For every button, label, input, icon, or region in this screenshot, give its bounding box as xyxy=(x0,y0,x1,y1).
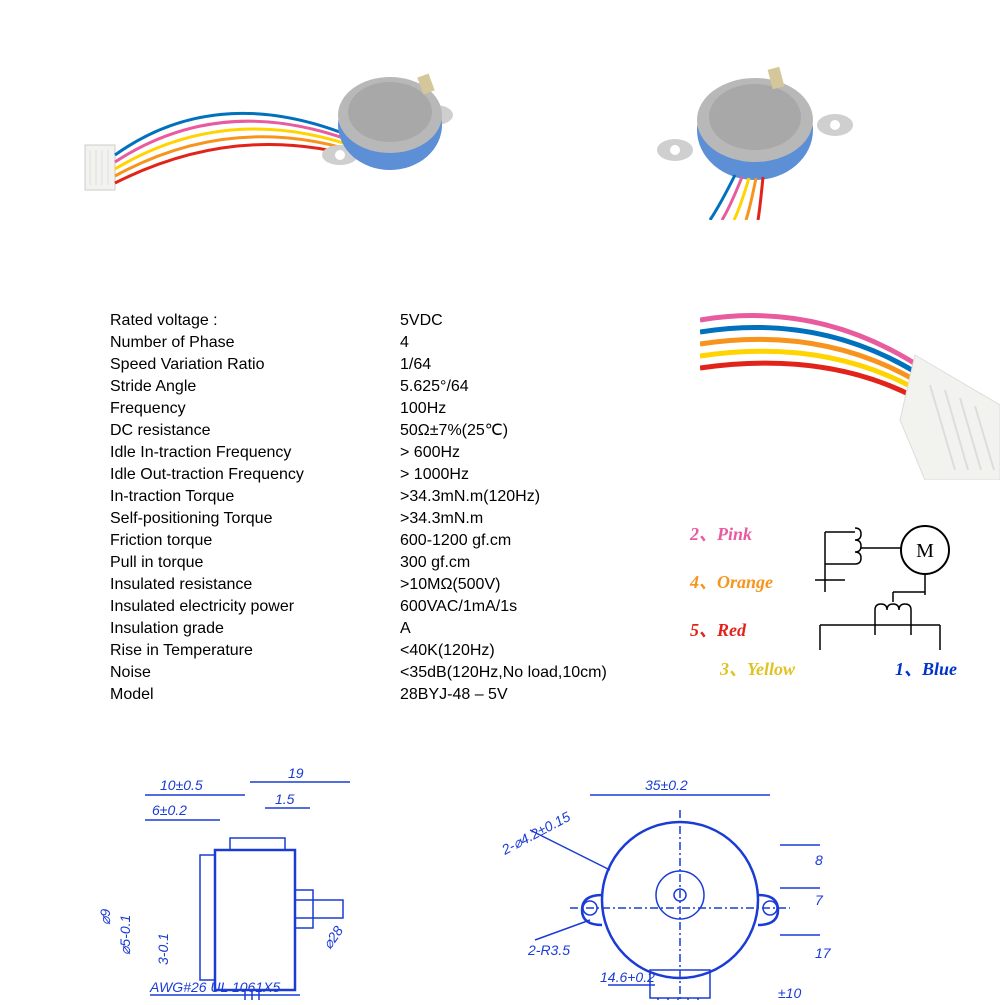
svg-text:2-⌀4.2±0.15: 2-⌀4.2±0.15 xyxy=(498,808,573,858)
spec-label: Friction torque xyxy=(110,530,400,552)
spec-value: >34.3mN.m(120Hz) xyxy=(400,486,670,508)
spec-value: >10MΩ(500V) xyxy=(400,574,670,596)
wiring-diagram: M 2、Pink4、Orange5、Red3、Yellow1、Blue xyxy=(700,520,980,700)
spec-label: Speed Variation Ratio xyxy=(110,354,400,376)
spec-row: Noise<35dB(120Hz,No load,10cm) xyxy=(110,662,670,684)
spec-value: <40K(120Hz) xyxy=(400,640,670,662)
spec-row: Pull in torque300 gf.cm xyxy=(110,552,670,574)
spec-label: Model xyxy=(110,684,400,706)
spec-value: 28BYJ-48 – 5V xyxy=(400,684,670,706)
motor-photo-right xyxy=(560,20,940,220)
spec-label: Insulated resistance xyxy=(110,574,400,596)
svg-text:17: 17 xyxy=(815,945,832,961)
spec-label: Rated voltage : xyxy=(110,310,400,332)
spec-row: Model28BYJ-48 – 5V xyxy=(110,684,670,706)
spec-value: 5.625°/64 xyxy=(400,376,670,398)
wiring-pin-label: 5、Red xyxy=(690,616,746,642)
spec-row: Rated voltage :5VDC xyxy=(110,310,670,332)
spec-value: 600-1200 gf.cm xyxy=(400,530,670,552)
spec-row: Insulated electricity power600VAC/1mA/1s xyxy=(110,596,670,618)
engineering-drawing: 10±0.5 6±0.2 19 1.5 ⌀9 ⌀5-0.1 3-0.1 ⌀28 … xyxy=(50,760,950,1000)
svg-text:6±0.2: 6±0.2 xyxy=(152,802,187,818)
connector-photo xyxy=(700,290,1000,480)
svg-text:10±0.5: 10±0.5 xyxy=(160,777,203,793)
svg-text:7: 7 xyxy=(815,892,824,908)
svg-text:3-0.1: 3-0.1 xyxy=(155,933,171,965)
spec-row: Speed Variation Ratio1/64 xyxy=(110,354,670,376)
svg-text:⌀28: ⌀28 xyxy=(319,923,346,952)
spec-row: Idle Out-traction Frequency> 1000Hz xyxy=(110,464,670,486)
svg-text:⌀5-0.1: ⌀5-0.1 xyxy=(117,915,133,955)
spec-label: Pull in torque xyxy=(110,552,400,574)
spec-label: Number of Phase xyxy=(110,332,400,354)
motor-svg-left xyxy=(80,20,480,220)
spec-value: 100Hz xyxy=(400,398,670,420)
spec-value: 300 gf.cm xyxy=(400,552,670,574)
spec-row: Stride Angle5.625°/64 xyxy=(110,376,670,398)
spec-value: > 600Hz xyxy=(400,442,670,464)
spec-row: Rise in Temperature<40K(120Hz) xyxy=(110,640,670,662)
spec-label: In-traction Torque xyxy=(110,486,400,508)
spec-row: Friction torque600-1200 gf.cm xyxy=(110,530,670,552)
wiring-pin-label: 4、Orange xyxy=(690,568,773,594)
spec-value: 600VAC/1mA/1s xyxy=(400,596,670,618)
spec-label: Self-positioning Torque xyxy=(110,508,400,530)
spec-row: Idle In-traction Frequency> 600Hz xyxy=(110,442,670,464)
svg-text:35±0.2: 35±0.2 xyxy=(645,777,688,793)
spec-label: Frequency xyxy=(110,398,400,420)
svg-text:1.5: 1.5 xyxy=(275,791,295,807)
spec-value: A xyxy=(400,618,670,640)
spec-value: >34.3mN.m xyxy=(400,508,670,530)
spec-value: <35dB(120Hz,No load,10cm) xyxy=(400,662,670,684)
spec-row: Self-positioning Torque>34.3mN.m xyxy=(110,508,670,530)
spec-label: Stride Angle xyxy=(110,376,400,398)
spec-row: Number of Phase4 xyxy=(110,332,670,354)
spec-row: DC resistance50Ω±7%(25℃) xyxy=(110,420,670,442)
wiring-pin-label: 2、Pink xyxy=(690,520,752,546)
svg-text:14.6+0.2: 14.6+0.2 xyxy=(600,969,655,985)
spec-value: 1/64 xyxy=(400,354,670,376)
spec-table: Rated voltage :5VDCNumber of Phase4Speed… xyxy=(110,310,670,706)
motor-photo-left xyxy=(80,20,480,220)
spec-value: > 1000Hz xyxy=(400,464,670,486)
spec-value: 5VDC xyxy=(400,310,670,332)
wiring-pin-label: 1、Blue xyxy=(895,655,957,681)
spec-row: In-traction Torque>34.3mN.m(120Hz) xyxy=(110,486,670,508)
spec-label: DC resistance xyxy=(110,420,400,442)
svg-text:2-R3.5: 2-R3.5 xyxy=(527,942,570,958)
svg-text:⌀9: ⌀9 xyxy=(97,909,113,925)
spec-label: Noise xyxy=(110,662,400,684)
spec-label: Idle In-traction Frequency xyxy=(110,442,400,464)
spec-label: Insulation grade xyxy=(110,618,400,640)
wiring-pin-label: 3、Yellow xyxy=(720,655,795,681)
spec-value: 4 xyxy=(400,332,670,354)
spec-row: Insulation gradeA xyxy=(110,618,670,640)
svg-text:M: M xyxy=(916,540,934,562)
svg-text:±10: ±10 xyxy=(778,985,801,1000)
motor-svg-right xyxy=(560,20,940,220)
svg-text:19: 19 xyxy=(288,765,304,781)
spec-row: Frequency100Hz xyxy=(110,398,670,420)
spec-row: Insulated resistance>10MΩ(500V) xyxy=(110,574,670,596)
spec-value: 50Ω±7%(25℃) xyxy=(400,420,670,442)
spec-label: Idle Out-traction Frequency xyxy=(110,464,400,486)
spec-label: Rise in Temperature xyxy=(110,640,400,662)
svg-text:8: 8 xyxy=(815,852,823,868)
spec-label: Insulated electricity power xyxy=(110,596,400,618)
svg-text:AWG#26 UL 1061X5: AWG#26 UL 1061X5 xyxy=(149,979,280,995)
